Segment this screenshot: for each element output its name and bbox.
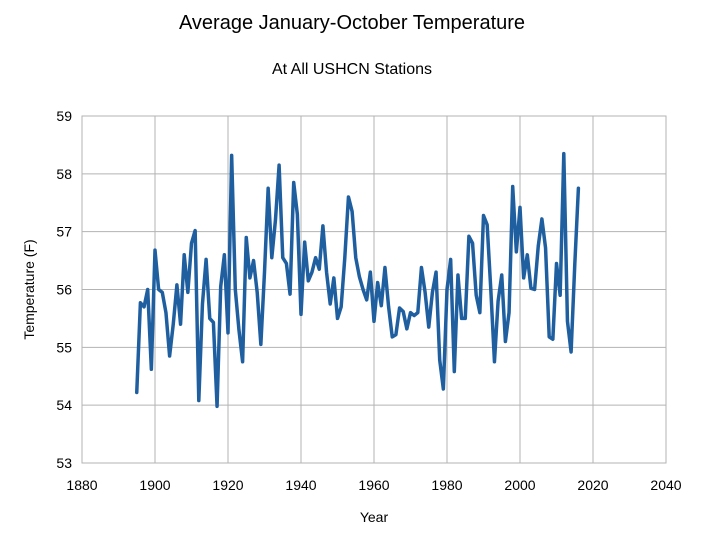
series-layer: [135, 151, 581, 409]
x-tick-label: 2020: [577, 477, 608, 493]
y-axis-label: Temperature (F): [21, 239, 37, 339]
y-tick-label: 54: [56, 397, 72, 413]
y-tick-label: 53: [56, 455, 72, 471]
x-tick-label: 1940: [285, 477, 316, 493]
y-tick-label: 57: [56, 224, 72, 240]
plot-area-border: [81, 115, 667, 464]
x-tick-label: 1960: [358, 477, 389, 493]
x-tick-label: 1880: [66, 477, 97, 493]
x-tick-label: 1980: [431, 477, 462, 493]
x-tick-label: 2040: [650, 477, 681, 493]
x-tick-label: 2000: [504, 477, 535, 493]
x-axis-label: Year: [360, 509, 389, 525]
x-tick-label: 1920: [212, 477, 243, 493]
grid: [81, 115, 667, 464]
y-tick-label: 59: [56, 108, 72, 124]
y-tick-label: 56: [56, 282, 72, 298]
chart-title: Average January-October Temperature: [178, 12, 526, 34]
y-tick-label: 58: [56, 166, 72, 182]
chart-subtitle: At All USHCN Stations: [271, 61, 433, 78]
temperature-series-line: [135, 151, 581, 409]
y-tick-label: 55: [56, 339, 72, 355]
tick-labels: 1880 1900 1920 1940 1960 1980 2000 2020 2040 53 54…: [56, 108, 681, 493]
x-tick-label: 1900: [139, 477, 170, 493]
